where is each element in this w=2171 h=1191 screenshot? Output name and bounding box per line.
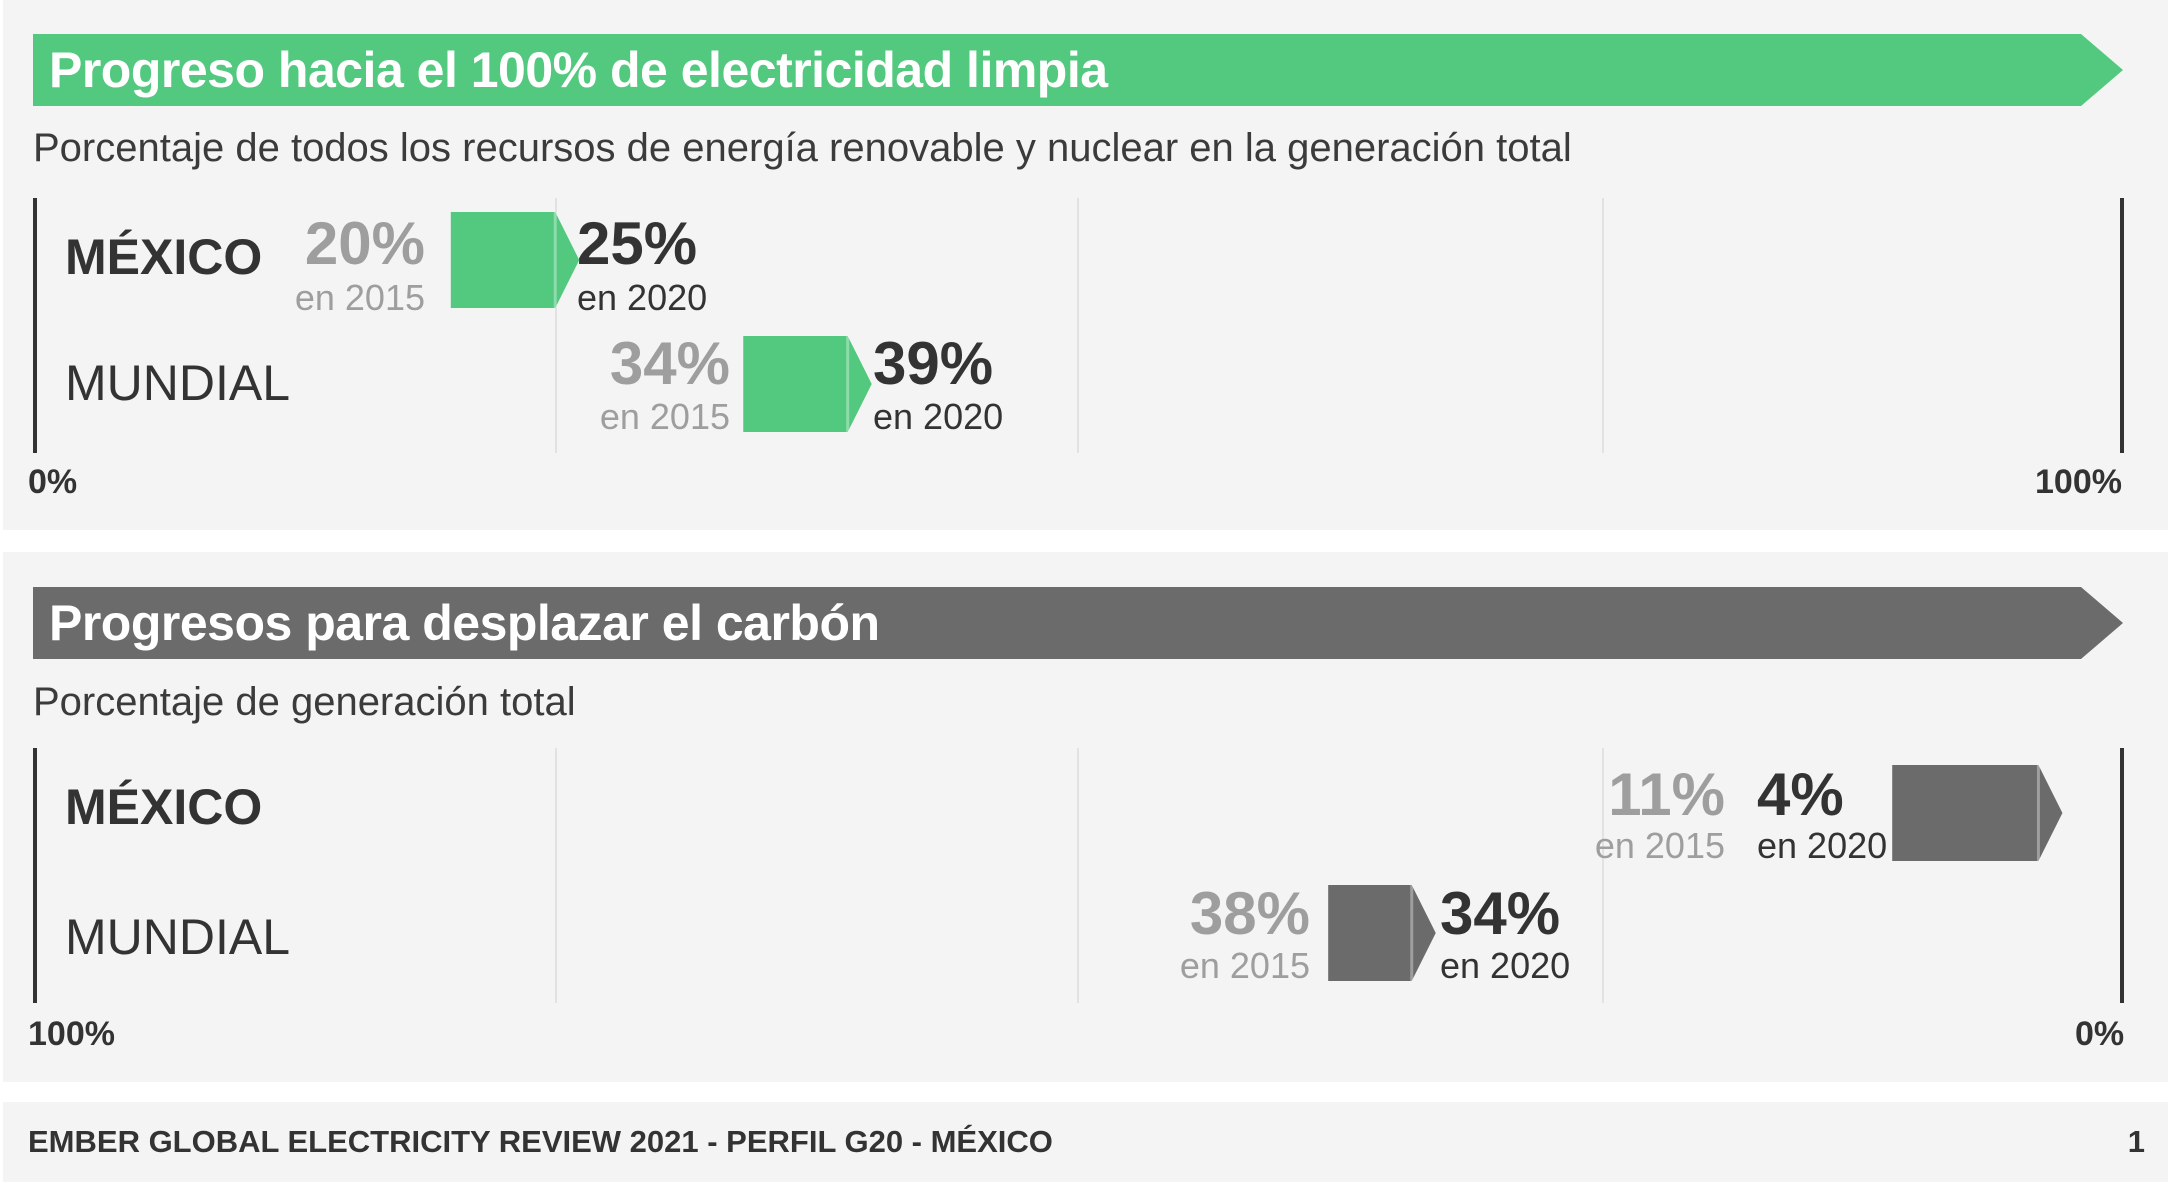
axis-line-left: [33, 748, 37, 1003]
progress-arrow: [450, 212, 580, 308]
value-label-2015: 20%: [304, 210, 425, 277]
axis-max-label: 100%: [2035, 463, 2122, 501]
coal-title: Progresos para desplazar el carbón: [33, 587, 2123, 659]
axis-line-right: [2120, 748, 2124, 1003]
page-number: 1: [2127, 1124, 2145, 1159]
gridline: [1077, 748, 1079, 1003]
axis-min-label: 100%: [28, 1015, 115, 1053]
country-label-mexico: MÉXICO: [65, 229, 263, 285]
gridline: [1602, 198, 1604, 453]
year-label-2020: en 2020: [577, 277, 708, 318]
axis-line-left: [33, 198, 37, 453]
footer-text: EMBER GLOBAL ELECTRICITY REVIEW 2021 - P…: [28, 1124, 1053, 1159]
clean-electricity-subtitle: Porcentaje de todos los recursos de ener…: [33, 126, 1572, 170]
year-label-2015: en 2015: [294, 277, 425, 318]
value-label-2015: 34%: [609, 330, 730, 397]
year-label-2015: en 2015: [1179, 945, 1310, 986]
value-label-2015: 38%: [1189, 880, 1310, 947]
country-label-world: MUNDIAL: [65, 355, 291, 411]
year-label-2020: en 2020: [1440, 945, 1571, 986]
coal-subtitle: Porcentaje de generación total: [33, 680, 576, 724]
gridline: [555, 198, 557, 453]
year-label-2015: en 2015: [599, 396, 730, 437]
axis-min-label: 0%: [28, 463, 78, 501]
country-label-world: MUNDIAL: [65, 909, 291, 965]
value-label-2020: 34%: [1440, 880, 1561, 947]
value-label-2015: 11%: [1608, 761, 1725, 828]
progress-arrow: [1328, 885, 1436, 981]
year-label-2020: en 2020: [1757, 825, 1888, 866]
footer-bar: [3, 1102, 2168, 1182]
value-label-2020: 4%: [1757, 761, 1844, 828]
progress-arrow: [1892, 765, 2063, 861]
gridline: [1602, 748, 1604, 1003]
country-label-mexico: MÉXICO: [65, 779, 263, 835]
gridline: [555, 748, 557, 1003]
clean-electricity-title: Progreso hacia el 100% de electricidad l…: [33, 34, 2123, 106]
progress-arrow: [743, 336, 872, 432]
year-label-2020: en 2020: [873, 396, 1004, 437]
axis-line-right: [2120, 198, 2124, 453]
year-label-2015: en 2015: [1594, 825, 1725, 866]
value-label-2020: 25%: [577, 210, 698, 277]
axis-max-label: 0%: [2075, 1015, 2125, 1053]
gridline: [1077, 198, 1079, 453]
value-label-2020: 39%: [873, 330, 994, 397]
